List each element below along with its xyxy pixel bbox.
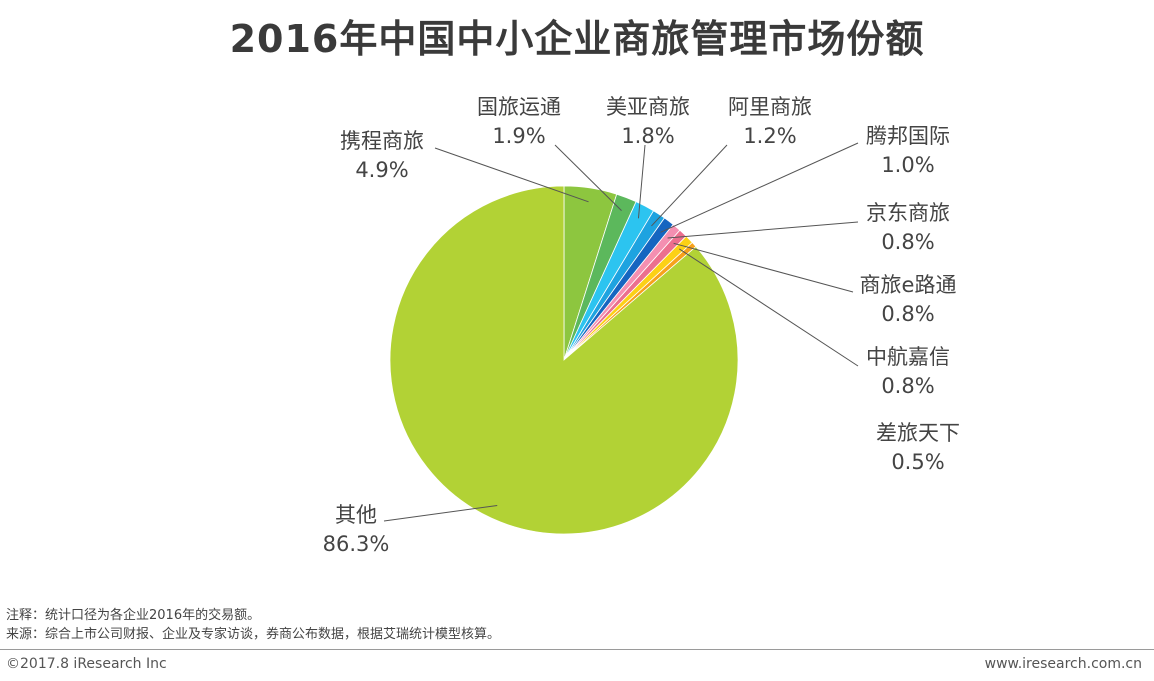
leader-line-4 bbox=[651, 144, 728, 227]
note-text: 注释：统计口径为各企业2016年的交易额。 bbox=[6, 608, 261, 623]
pie-slices bbox=[389, 185, 739, 535]
leader-line-5 bbox=[660, 142, 859, 233]
pie-chart: 携程商旅 4.9% 国旅运通 1.9% 美亚商旅 1.8% 阿里商旅 1.2% 腾邦国际 1.0%… bbox=[323, 95, 960, 556]
footer-divider bbox=[0, 649, 1154, 650]
leader-line-8 bbox=[679, 248, 859, 367]
leader-lines bbox=[383, 142, 859, 522]
leader-line-6 bbox=[667, 221, 859, 239]
chart-title: 2016年中国中小企业商旅管理市场份额 bbox=[229, 17, 925, 61]
source-text: 来源：综合上市公司财报、企业及专家访谈，券商公布数据，根据艾瑞统计模型核算。 bbox=[6, 627, 501, 642]
leader-line-2 bbox=[554, 144, 622, 211]
slice-label-name-1: 携程商旅 bbox=[340, 129, 424, 153]
slice-label-value-5: 1.0% bbox=[881, 153, 934, 177]
slice-label-name-9: 差旅天下 bbox=[876, 421, 960, 445]
slice-label-name-6: 京东商旅 bbox=[866, 201, 950, 225]
leader-line-10 bbox=[383, 504, 498, 522]
slice-label-value-1: 4.9% bbox=[355, 158, 408, 182]
slice-label-value-6: 0.8% bbox=[881, 230, 934, 254]
slice-label-name-4: 阿里商旅 bbox=[728, 95, 812, 119]
leader-line-3 bbox=[637, 144, 646, 219]
slice-label-value-4: 1.2% bbox=[743, 124, 796, 148]
slice-label-name-5: 腾邦国际 bbox=[866, 124, 950, 148]
slice-label-value-10: 86.3% bbox=[323, 532, 390, 556]
slice-label-value-3: 1.8% bbox=[621, 124, 674, 148]
slice-label-name-8: 中航嘉信 bbox=[866, 345, 950, 369]
slice-labels: 携程商旅 4.9% 国旅运通 1.9% 美亚商旅 1.8% 阿里商旅 1.2% 腾邦国际 1.0%… bbox=[323, 95, 960, 556]
slice-label-name-3: 美亚商旅 bbox=[606, 95, 690, 119]
slice-label-value-2: 1.9% bbox=[492, 124, 545, 148]
slice-label-name-2: 国旅运通 bbox=[477, 95, 561, 119]
slice-label-name-10: 其他 bbox=[335, 503, 377, 527]
leader-line-1 bbox=[434, 147, 589, 203]
slice-label-value-9: 0.5% bbox=[891, 450, 944, 474]
slice-label-value-8: 0.8% bbox=[881, 374, 934, 398]
notes: 注释：统计口径为各企业2016年的交易额。 来源：综合上市公司财报、企业及专家访… bbox=[6, 606, 500, 644]
website: www.iresearch.com.cn bbox=[984, 656, 1142, 672]
slice-label-value-7: 0.8% bbox=[881, 302, 934, 326]
pie-slice-10 bbox=[389, 185, 739, 535]
copyright: ©2017.8 iResearch Inc bbox=[6, 656, 167, 672]
slice-label-name-7: 商旅e路通 bbox=[860, 273, 957, 297]
leader-line-7 bbox=[673, 242, 854, 293]
